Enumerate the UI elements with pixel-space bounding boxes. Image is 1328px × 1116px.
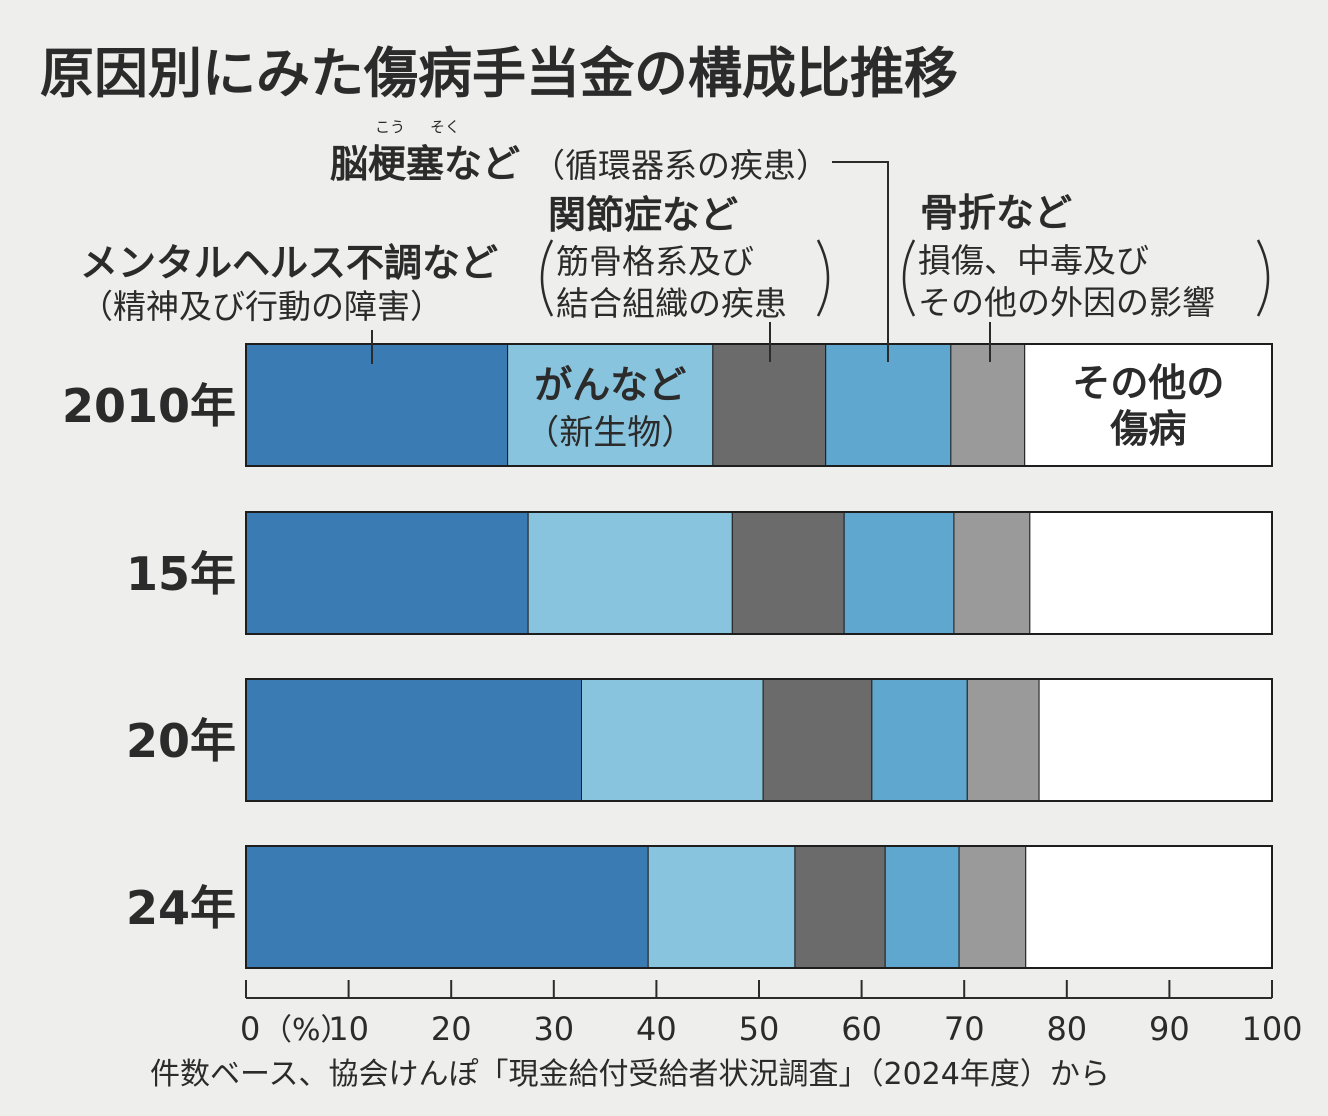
bar-segment	[1025, 845, 1273, 969]
stroke-ruby: そく	[430, 118, 460, 136]
bar-segment	[527, 511, 733, 635]
category-label: 15年	[126, 547, 236, 601]
bar-segment	[647, 845, 796, 969]
fracture-sublabel: 損傷、中毒及び	[918, 241, 1149, 280]
cancer-label: がんなど	[534, 363, 686, 407]
x-tick-label: 90	[1149, 1010, 1190, 1048]
bar-outline	[245, 678, 1273, 802]
x-tick-label: 0	[240, 1010, 260, 1048]
x-tick-label: 30	[533, 1010, 574, 1048]
x-axis: 0 10 20 30 40 50 60 70 80 90 100 （%）	[240, 980, 1303, 1048]
x-tick-label: 60	[841, 1010, 882, 1048]
bracket-right	[816, 239, 830, 317]
bar-segment	[953, 511, 1031, 635]
category-label: 2010年	[62, 379, 236, 433]
bracket-right	[1256, 239, 1270, 317]
bar-segment	[950, 343, 1026, 467]
bar-outline	[245, 845, 1273, 969]
x-tick-label: 80	[1046, 1010, 1087, 1048]
bar-segment	[245, 343, 509, 467]
bar-outline	[245, 511, 1273, 635]
stroke-ruby: こう	[375, 118, 405, 136]
stroke-sublabel: （循環器系の疾患）	[532, 146, 829, 185]
other-label: その他の	[1072, 361, 1224, 405]
bar-segment	[884, 845, 960, 969]
bar-segment	[958, 845, 1027, 969]
x-tick-label: 20	[431, 1010, 472, 1048]
bar-segment	[731, 511, 845, 635]
cancer-sublabel: （新生物）	[525, 413, 695, 453]
bar-segment	[966, 678, 1040, 802]
x-tick-label: 50	[739, 1010, 780, 1048]
mental-label: メンタルヘルス不調など	[80, 241, 498, 285]
chart-title: 原因別にみた傷病手当金の構成比推移	[40, 42, 958, 105]
fracture-label: 骨折など	[920, 191, 1072, 235]
x-tick-label: 10	[328, 1010, 369, 1048]
bar-segment	[245, 511, 529, 635]
joint-sublabel: 筋骨格系及び	[556, 242, 754, 281]
stroke-label: 脳梗塞など	[330, 142, 520, 186]
leader-line	[832, 161, 889, 362]
bracket-left	[540, 239, 554, 317]
bar-segment	[825, 343, 952, 467]
bar-segment	[581, 678, 764, 802]
bar-segment	[1024, 343, 1273, 467]
fracture-sublabel: その他の外因の影響	[918, 283, 1215, 322]
bar-segment	[843, 511, 955, 635]
x-unit-label: （%）	[262, 1013, 351, 1048]
mental-sublabel: （精神及び行動の障害）	[80, 287, 443, 326]
bracket-left	[902, 239, 916, 317]
bar-outline	[245, 343, 1273, 467]
x-tick-label: 40	[636, 1010, 677, 1048]
other-label: 傷病	[1109, 407, 1186, 451]
category-label: 20年	[126, 714, 236, 768]
bar-segment	[245, 678, 583, 802]
bar-segment	[1029, 511, 1273, 635]
joint-sublabel: 結合組織の疾患	[556, 284, 787, 323]
source-note: 件数ベース、協会けんぽ「現金給付受給者状況調査」（2024年度）から	[150, 1057, 1110, 1092]
bar-segment	[794, 845, 886, 969]
category-label: 24年	[126, 881, 236, 935]
x-tick-label: 100	[1241, 1010, 1302, 1048]
bar-segment	[762, 678, 873, 802]
bar-segment	[1038, 678, 1273, 802]
x-tick-label: 70	[944, 1010, 985, 1048]
joint-label: 関節症など	[548, 193, 738, 237]
bar-segment	[245, 845, 649, 969]
bar-segment	[712, 343, 827, 467]
bar-segment	[871, 678, 968, 802]
bars-group: 2010年 15年 20年 24年	[62, 343, 1273, 969]
